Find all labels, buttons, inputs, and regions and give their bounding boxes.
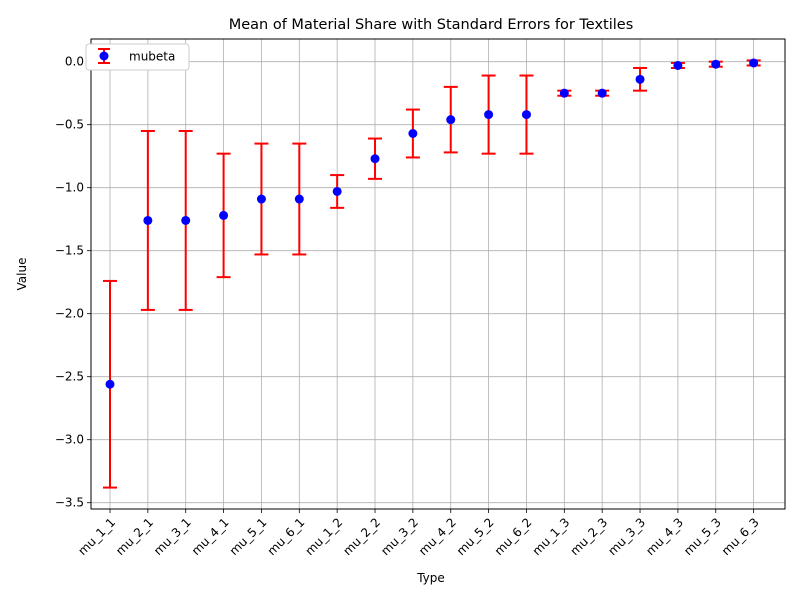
y-tick-label: −2.0 [55,307,84,321]
x-tick-label: mu_3_2 [378,515,421,558]
data-point [256,194,266,204]
data-point [181,215,191,225]
data-points [105,58,759,389]
x-tick-label: mu_2_2 [340,515,383,558]
data-point [370,154,380,164]
plot-frame [90,38,786,510]
data-point [294,194,304,204]
x-tick-label: mu_5_2 [454,515,497,558]
legend-marker [99,51,109,61]
x-tick-label: mu_1_3 [530,515,573,558]
x-tick-label: mu_6_2 [492,515,535,558]
x-tick-label: mu_1_2 [302,515,345,558]
data-point [711,59,721,69]
y-tick-label: 0.0 [65,55,84,69]
x-tick-label: mu_3_3 [605,515,648,558]
data-point [105,379,115,389]
y-tick-label: −1.5 [55,244,84,258]
data-point [484,110,494,120]
data-point [219,210,229,220]
error-bars [103,59,761,489]
x-tick-label: mu_5_1 [227,515,270,558]
chart-title: Mean of Material Share with Standard Err… [229,17,634,33]
data-point [597,88,607,98]
grid-lines [91,39,785,509]
y-tick-label: −1.0 [55,181,84,195]
x-tick-label: mu_4_3 [643,515,686,558]
y-axis-ticks: 0.0 −0.5 −1.0 −1.5 −2.0 −2.5 −3.0 −3.5 [55,55,91,510]
y-tick-label: −3.0 [55,433,84,447]
data-point [673,60,683,70]
y-axis-title: Value [15,258,29,291]
x-tick-label: mu_5_3 [681,515,724,558]
data-point [635,74,645,84]
y-tick-label: −3.5 [55,496,84,510]
data-point [521,110,531,120]
legend-box [85,43,190,71]
legend: mubeta [85,43,190,71]
data-point [749,58,759,68]
x-tick-label: mu_6_3 [719,515,762,558]
data-point [408,129,418,139]
y-tick-label: −2.5 [55,370,84,384]
x-tick-label: mu_1_1 [75,515,118,558]
x-tick-label: mu_6_1 [265,515,308,558]
x-axis-ticks: mu_1_1mu_2_1mu_3_1mu_4_1mu_5_1mu_6_1mu_1… [75,509,762,558]
data-point [332,186,342,196]
data-point [446,115,456,125]
data-point [559,88,569,98]
x-tick-label: mu_4_1 [189,515,232,558]
x-tick-label: mu_4_2 [416,515,459,558]
x-tick-label: mu_3_1 [151,515,194,558]
legend-label: mubeta [129,50,175,64]
x-tick-label: mu_2_3 [567,515,610,558]
x-tick-label: mu_2_1 [113,515,156,558]
x-axis-title: Type [416,571,445,585]
data-point [143,215,153,225]
y-tick-label: −0.5 [55,118,84,132]
